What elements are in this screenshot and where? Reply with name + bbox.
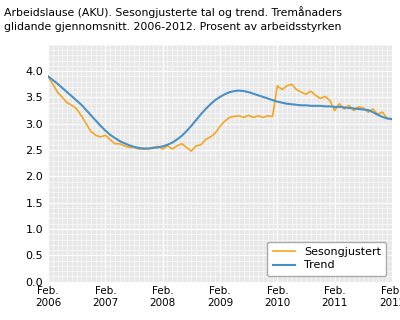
Line: Sesongjustert: Sesongjustert — [48, 76, 392, 151]
Trend — [361, 108, 366, 111]
Sesongjustert — [122, 144, 127, 148]
Trend — [390, 117, 394, 121]
Trend — [122, 141, 127, 145]
Sesongjustert — [390, 118, 394, 122]
Trend — [141, 147, 146, 150]
Sesongjustert — [189, 149, 194, 153]
Trend — [337, 105, 342, 109]
Sesongjustert — [337, 102, 342, 106]
Sesongjustert — [361, 106, 366, 110]
Sesongjustert — [46, 75, 50, 78]
Text: Arbeidslause (AKU). Sesongjusterte tal og trend. Tremånaders: Arbeidslause (AKU). Sesongjusterte tal o… — [4, 6, 342, 18]
Sesongjustert — [160, 147, 165, 151]
Sesongjustert — [222, 119, 227, 123]
Trend — [346, 106, 352, 110]
Line: Trend: Trend — [48, 76, 392, 148]
Trend — [46, 75, 50, 78]
Sesongjustert — [346, 103, 352, 107]
Trend — [165, 143, 170, 147]
Legend: Sesongjustert, Trend: Sesongjustert, Trend — [267, 242, 386, 276]
Trend — [222, 92, 227, 96]
Text: glidande gjennomsnitt. 2006-2012. Prosent av arbeidsstyrken: glidande gjennomsnitt. 2006-2012. Prosen… — [4, 22, 341, 32]
